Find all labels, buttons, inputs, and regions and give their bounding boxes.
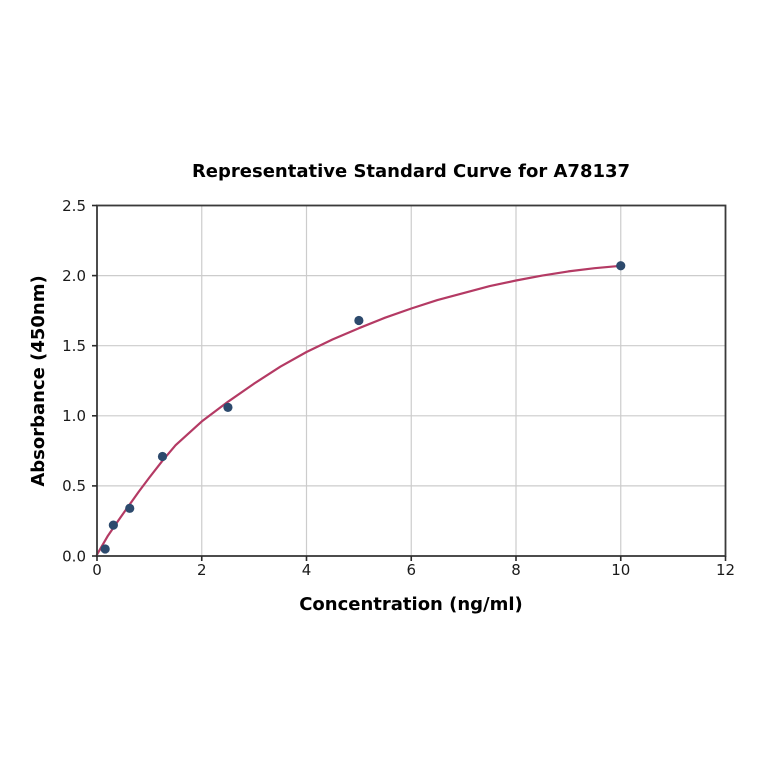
y-tick-label: 1.0 [62,407,86,425]
data-point [354,315,364,326]
data-point [157,451,168,462]
fit-curve-line [95,264,622,556]
y-tick-label: 1.5 [62,337,86,355]
data-point [108,520,118,530]
x-tick-label: 0 [92,561,102,579]
y-tick-label: 0.0 [62,547,86,565]
x-tick-label: 10 [611,561,630,579]
data-point [125,503,135,513]
data-point [100,544,110,554]
data-points [100,261,626,554]
x-axis-label: Concentration (ng/ml) [299,594,523,615]
y-tick-label: 2.0 [62,267,86,285]
x-tick-label: 12 [716,561,735,579]
x-tick-label: 8 [511,561,521,579]
y-tick-label: 2.5 [62,197,86,215]
axis-ticks [92,204,727,561]
data-point [616,261,626,271]
data-point [223,402,233,412]
chart-title: Representative Standard Curve for A78137 [192,161,630,182]
y-tick-label: 0.5 [62,477,86,495]
x-tick-label: 2 [197,561,207,579]
axis-tick-labels: 0 2 4 6 8 10 12 0.0 0.5 1.0 1.5 2.0 2.5 [62,197,735,579]
x-tick-label: 4 [302,561,312,579]
x-tick-label: 6 [406,561,416,579]
y-axis-label: Absorbance (450nm) [28,275,49,486]
